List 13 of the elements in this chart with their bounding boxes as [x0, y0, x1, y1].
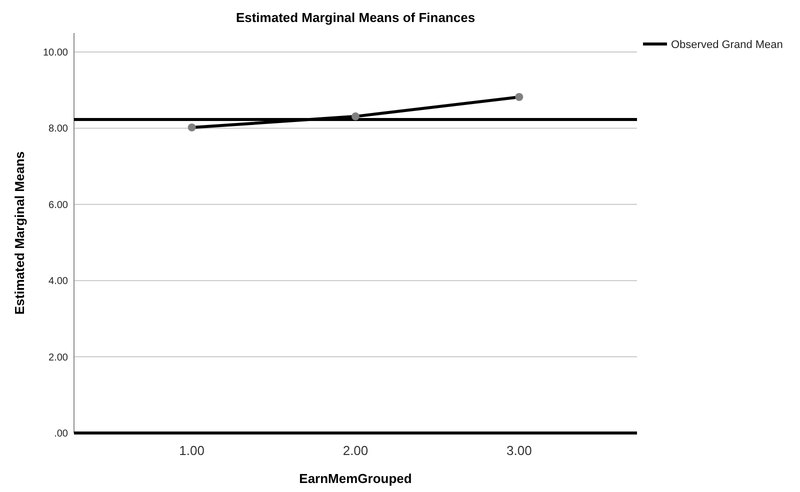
- legend-label: Observed Grand Mean: [671, 38, 783, 51]
- x-tick-label: 3.00: [506, 443, 532, 458]
- y-tick-label: 10.00: [42, 48, 68, 59]
- y-axis-title: Estimated Marginal Means: [12, 151, 27, 315]
- x-tick-label: 1.00: [179, 443, 204, 458]
- y-tick-label: 2.00: [48, 352, 68, 364]
- x-axis-title: EarnMemGrouped: [299, 471, 412, 486]
- y-tick-label: 4.00: [48, 276, 68, 288]
- x-tick-label: 2.00: [342, 443, 368, 458]
- chart-title: Estimated Marginal Means of Finances: [236, 10, 476, 25]
- y-tick-label: .00: [54, 428, 68, 440]
- y-tick-label: 6.00: [48, 200, 68, 211]
- y-tick-label: 8.00: [48, 124, 68, 135]
